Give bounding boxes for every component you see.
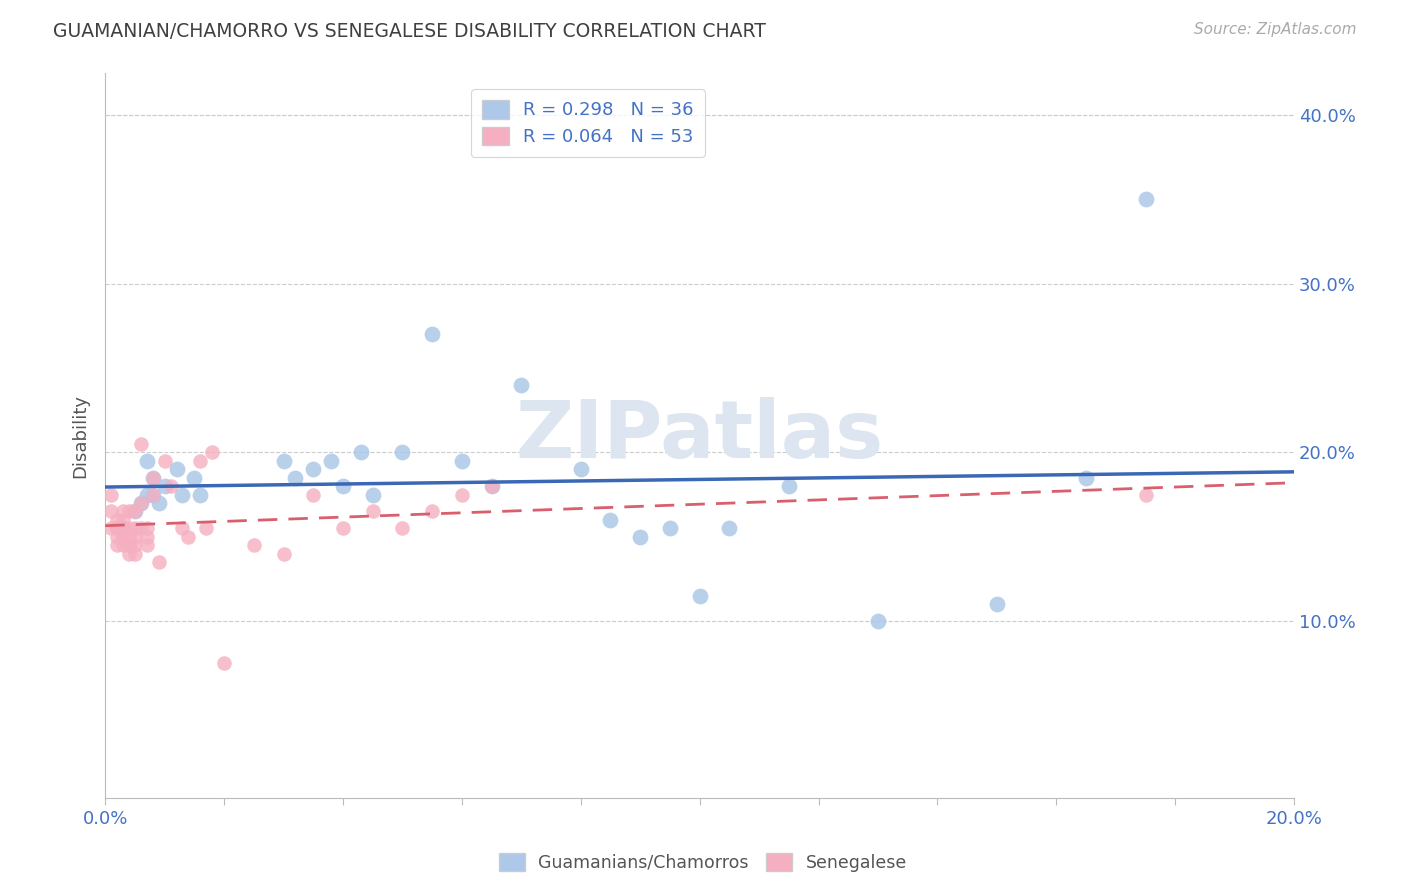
Point xyxy=(105,538,128,552)
Point xyxy=(361,487,384,501)
Point xyxy=(273,454,295,468)
Y-axis label: Disability: Disability xyxy=(72,393,89,477)
Point xyxy=(273,547,295,561)
Text: Source: ZipAtlas.com: Source: ZipAtlas.com xyxy=(1194,22,1357,37)
Point xyxy=(153,479,176,493)
Point xyxy=(135,454,157,468)
Point xyxy=(159,479,181,493)
Point xyxy=(129,437,152,451)
Point xyxy=(129,496,152,510)
Point xyxy=(451,454,474,468)
Point xyxy=(118,538,141,552)
Point xyxy=(105,530,128,544)
Point xyxy=(628,530,651,544)
Point xyxy=(172,487,194,501)
Point xyxy=(243,538,266,552)
Point xyxy=(112,530,135,544)
Point xyxy=(451,487,474,501)
Point xyxy=(332,521,354,535)
Point xyxy=(105,513,128,527)
Point xyxy=(986,597,1008,611)
Point xyxy=(124,521,146,535)
Point xyxy=(112,513,135,527)
Point xyxy=(481,479,503,493)
Point xyxy=(350,445,373,459)
Point xyxy=(118,530,141,544)
Point xyxy=(391,445,413,459)
Point xyxy=(118,538,141,552)
Point xyxy=(188,487,211,501)
Point xyxy=(124,547,146,561)
Point xyxy=(100,487,122,501)
Point xyxy=(284,471,307,485)
Point xyxy=(718,521,741,535)
Point xyxy=(172,521,194,535)
Point xyxy=(689,589,711,603)
Point xyxy=(866,614,889,628)
Point xyxy=(319,454,342,468)
Point xyxy=(129,496,152,510)
Point xyxy=(124,504,146,518)
Point xyxy=(420,327,443,342)
Point xyxy=(201,445,224,459)
Text: GUAMANIAN/CHAMORRO VS SENEGALESE DISABILITY CORRELATION CHART: GUAMANIAN/CHAMORRO VS SENEGALESE DISABIL… xyxy=(53,22,766,41)
Point xyxy=(118,504,141,518)
Point xyxy=(124,504,146,518)
Point xyxy=(118,521,141,535)
Point xyxy=(391,521,413,535)
Point xyxy=(135,530,157,544)
Point xyxy=(188,454,211,468)
Point xyxy=(129,521,152,535)
Legend: Guamanians/Chamorros, Senegalese: Guamanians/Chamorros, Senegalese xyxy=(492,847,914,879)
Point xyxy=(183,471,205,485)
Point xyxy=(778,479,800,493)
Text: ZIPatlas: ZIPatlas xyxy=(516,397,884,475)
Point xyxy=(118,547,141,561)
Point xyxy=(148,496,170,510)
Point xyxy=(105,521,128,535)
Point xyxy=(112,521,135,535)
Point xyxy=(302,462,325,476)
Point xyxy=(112,504,135,518)
Point xyxy=(112,521,135,535)
Point xyxy=(153,454,176,468)
Point xyxy=(195,521,218,535)
Point xyxy=(510,378,533,392)
Point xyxy=(142,471,165,485)
Point xyxy=(124,538,146,552)
Legend: R = 0.298   N = 36, R = 0.064   N = 53: R = 0.298 N = 36, R = 0.064 N = 53 xyxy=(471,89,704,157)
Point xyxy=(420,504,443,518)
Point xyxy=(1135,193,1157,207)
Point xyxy=(332,479,354,493)
Point xyxy=(135,538,157,552)
Point xyxy=(148,555,170,569)
Point xyxy=(105,521,128,535)
Point xyxy=(177,530,200,544)
Point xyxy=(1074,471,1097,485)
Point xyxy=(302,487,325,501)
Point xyxy=(135,487,157,501)
Point xyxy=(100,504,122,518)
Point xyxy=(105,521,128,535)
Point xyxy=(142,471,165,485)
Point xyxy=(124,530,146,544)
Point xyxy=(481,479,503,493)
Point xyxy=(599,513,621,527)
Point xyxy=(658,521,681,535)
Point xyxy=(100,521,122,535)
Point xyxy=(142,487,165,501)
Point xyxy=(361,504,384,518)
Point xyxy=(1135,487,1157,501)
Point xyxy=(135,521,157,535)
Point xyxy=(112,538,135,552)
Point xyxy=(569,462,592,476)
Point xyxy=(142,487,165,501)
Point xyxy=(212,657,235,671)
Point xyxy=(112,530,135,544)
Point xyxy=(166,462,188,476)
